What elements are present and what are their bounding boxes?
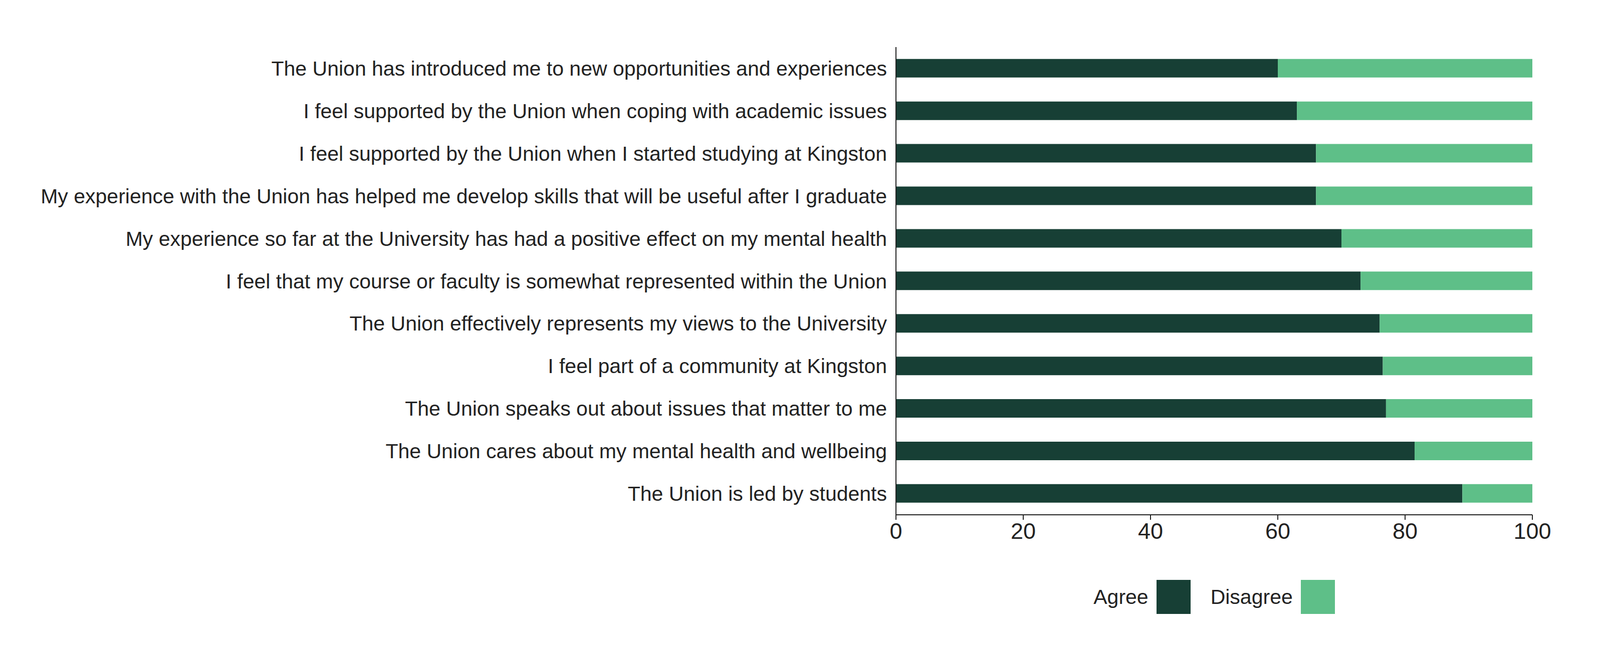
svg-text:The Union has introduced me to: The Union has introduced me to new oppor… bbox=[271, 57, 887, 81]
svg-text:0: 0 bbox=[889, 518, 902, 545]
html-text:Disagree: Disagree bbox=[1210, 585, 1293, 609]
svg-text:The Union effectively represen: The Union effectively represents my view… bbox=[349, 312, 887, 336]
svg-text:40: 40 bbox=[1137, 518, 1164, 545]
svg-text:My experience so far at the Un: My experience so far at the University h… bbox=[125, 227, 887, 251]
svg-text:20: 20 bbox=[1010, 518, 1036, 545]
svg-text:The Union is led by students: The Union is led by students bbox=[627, 482, 887, 506]
svg-text:60: 60 bbox=[1265, 518, 1291, 545]
svg-text:I feel that my course or facul: I feel that my course or faculty is some… bbox=[225, 270, 887, 294]
svg-text:I feel supported by the Union: I feel supported by the Union when I sta… bbox=[298, 142, 887, 166]
svg-text:I feel part of a community at: I feel part of a community at Kingston bbox=[547, 354, 887, 378]
svg-text:100: 100 bbox=[1513, 518, 1551, 545]
svg-text:I feel supported by the Union: I feel supported by the Union when copin… bbox=[303, 99, 887, 123]
svg-text:80: 80 bbox=[1392, 518, 1418, 545]
svg-text:The Union speaks out about iss: The Union speaks out about issues that m… bbox=[404, 397, 887, 421]
svg-text:My experience with the Union h: My experience with the Union has helped … bbox=[40, 184, 887, 208]
svg-text:The Union cares about my menta: The Union cares about my mental health a… bbox=[385, 439, 887, 464]
html-text:Agree: Agree bbox=[1093, 585, 1149, 609]
